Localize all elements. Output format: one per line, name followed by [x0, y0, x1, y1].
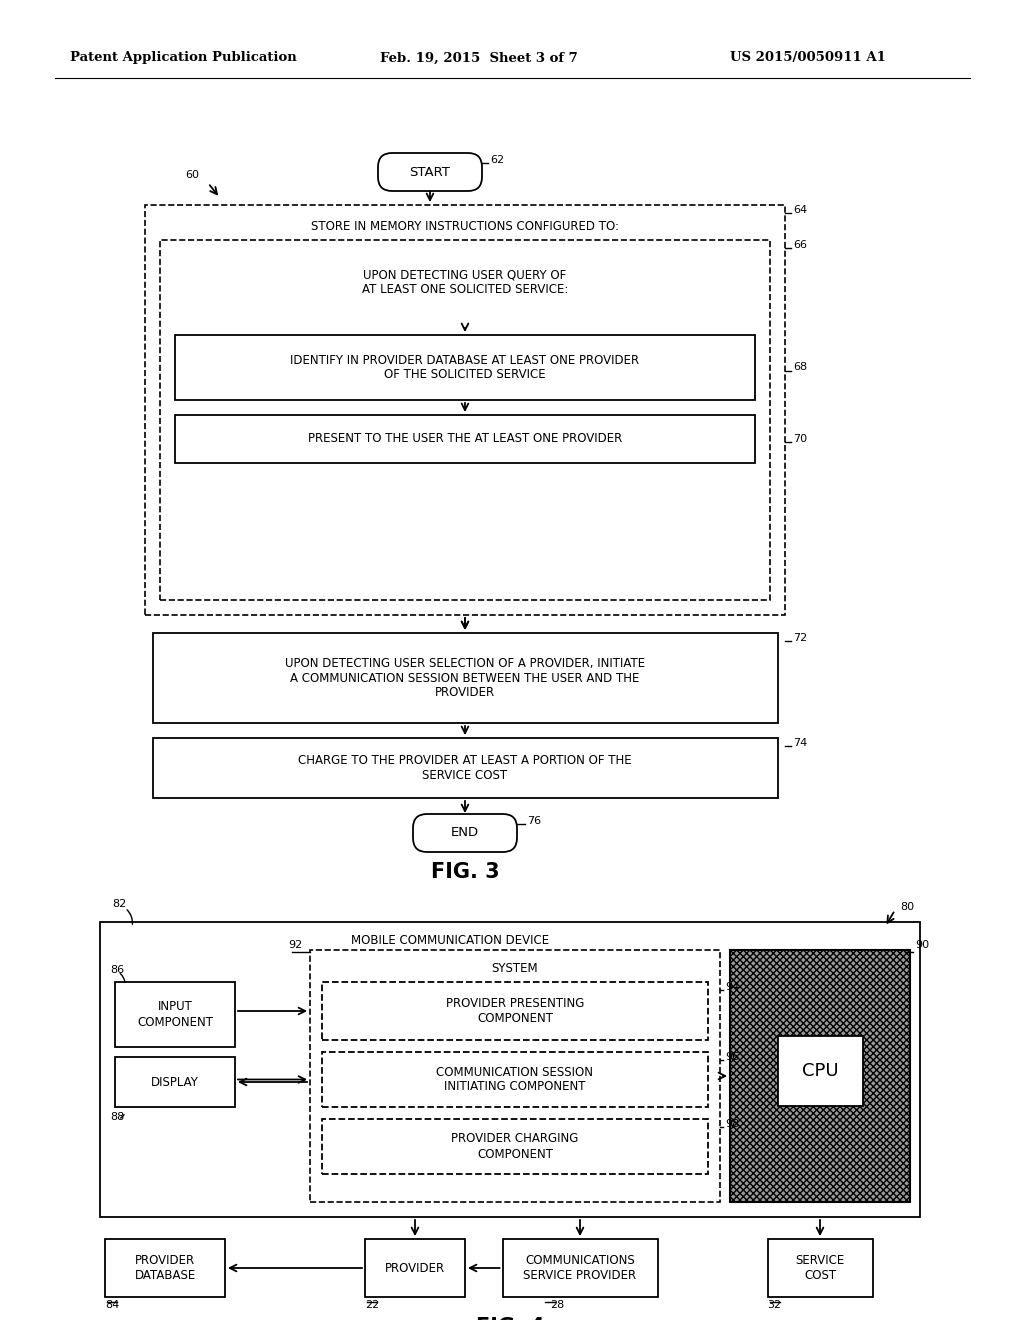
- Bar: [730, 950, 910, 1203]
- Text: SYSTEM: SYSTEM: [492, 961, 539, 974]
- Text: 62: 62: [490, 154, 504, 165]
- Text: MOBILE COMMUNICATION DEVICE: MOBILE COMMUNICATION DEVICE: [351, 933, 549, 946]
- Bar: [503, 1239, 657, 1298]
- Bar: [100, 921, 920, 1217]
- Text: PRESENT TO THE USER THE AT LEAST ONE PROVIDER: PRESENT TO THE USER THE AT LEAST ONE PRO…: [308, 433, 623, 446]
- Text: 94: 94: [725, 982, 739, 993]
- Text: 80: 80: [900, 902, 914, 912]
- FancyBboxPatch shape: [378, 153, 482, 191]
- Text: 96: 96: [725, 1052, 739, 1063]
- Text: 82: 82: [112, 899, 126, 909]
- Bar: [115, 982, 234, 1047]
- Text: 60: 60: [185, 170, 199, 180]
- Text: US 2015/0050911 A1: US 2015/0050911 A1: [730, 51, 886, 65]
- Bar: [153, 738, 777, 799]
- Text: PROVIDER
DATABASE: PROVIDER DATABASE: [134, 1254, 196, 1282]
- Text: 84: 84: [105, 1300, 119, 1309]
- Text: 76: 76: [527, 816, 541, 826]
- Bar: [145, 205, 785, 615]
- Text: SERVICE
COST: SERVICE COST: [796, 1254, 845, 1282]
- Bar: [160, 240, 770, 601]
- Text: 90: 90: [915, 940, 929, 950]
- Bar: [322, 982, 708, 1040]
- Bar: [153, 634, 777, 723]
- Text: IDENTIFY IN PROVIDER DATABASE AT LEAST ONE PROVIDER
OF THE SOLICITED SERVICE: IDENTIFY IN PROVIDER DATABASE AT LEAST O…: [291, 354, 640, 381]
- Text: 74: 74: [793, 738, 807, 748]
- Text: COMMUNICATIONS
SERVICE PROVIDER: COMMUNICATIONS SERVICE PROVIDER: [523, 1254, 637, 1282]
- Bar: [322, 1052, 708, 1107]
- Text: CHARGE TO THE PROVIDER AT LEAST A PORTION OF THE
SERVICE COST: CHARGE TO THE PROVIDER AT LEAST A PORTIO…: [298, 754, 632, 781]
- Text: 68: 68: [793, 363, 807, 372]
- Bar: [175, 335, 755, 400]
- Text: 72: 72: [793, 634, 807, 643]
- Text: 66: 66: [793, 240, 807, 249]
- Text: 32: 32: [768, 1300, 781, 1309]
- Bar: [310, 950, 720, 1203]
- Bar: [105, 1239, 225, 1298]
- Text: PROVIDER: PROVIDER: [385, 1262, 445, 1275]
- Text: 64: 64: [793, 205, 807, 215]
- FancyBboxPatch shape: [413, 814, 517, 851]
- Text: COMMUNICATION SESSION
INITIATING COMPONENT: COMMUNICATION SESSION INITIATING COMPONE…: [436, 1065, 594, 1093]
- Text: 28: 28: [550, 1300, 564, 1309]
- Text: FIG. 4: FIG. 4: [476, 1317, 545, 1320]
- Bar: [777, 1036, 862, 1106]
- Text: CPU: CPU: [802, 1063, 839, 1080]
- Text: 70: 70: [793, 434, 807, 444]
- Text: 22: 22: [365, 1300, 379, 1309]
- Bar: [175, 414, 755, 463]
- Text: 88: 88: [110, 1111, 124, 1122]
- Text: Feb. 19, 2015  Sheet 3 of 7: Feb. 19, 2015 Sheet 3 of 7: [380, 51, 578, 65]
- Text: START: START: [410, 165, 451, 178]
- Bar: [365, 1239, 465, 1298]
- Text: PROVIDER PRESENTING
COMPONENT: PROVIDER PRESENTING COMPONENT: [445, 997, 584, 1026]
- Text: DISPLAY: DISPLAY: [152, 1076, 199, 1089]
- Text: Patent Application Publication: Patent Application Publication: [70, 51, 297, 65]
- Bar: [322, 1119, 708, 1173]
- Text: 92: 92: [288, 940, 302, 950]
- Text: PROVIDER CHARGING
COMPONENT: PROVIDER CHARGING COMPONENT: [452, 1133, 579, 1160]
- Text: 86: 86: [110, 965, 124, 975]
- Bar: [115, 1057, 234, 1107]
- Text: UPON DETECTING USER QUERY OF
AT LEAST ONE SOLICITED SERVICE:: UPON DETECTING USER QUERY OF AT LEAST ON…: [361, 268, 568, 296]
- Text: STORE IN MEMORY INSTRUCTIONS CONFIGURED TO:: STORE IN MEMORY INSTRUCTIONS CONFIGURED …: [311, 220, 618, 234]
- Text: UPON DETECTING USER SELECTION OF A PROVIDER, INITIATE
A COMMUNICATION SESSION BE: UPON DETECTING USER SELECTION OF A PROVI…: [285, 656, 645, 700]
- Text: 98: 98: [725, 1119, 739, 1129]
- Text: INPUT
COMPONENT: INPUT COMPONENT: [137, 1001, 213, 1028]
- Text: FIG. 3: FIG. 3: [431, 862, 500, 882]
- Bar: [768, 1239, 872, 1298]
- Text: END: END: [451, 826, 479, 840]
